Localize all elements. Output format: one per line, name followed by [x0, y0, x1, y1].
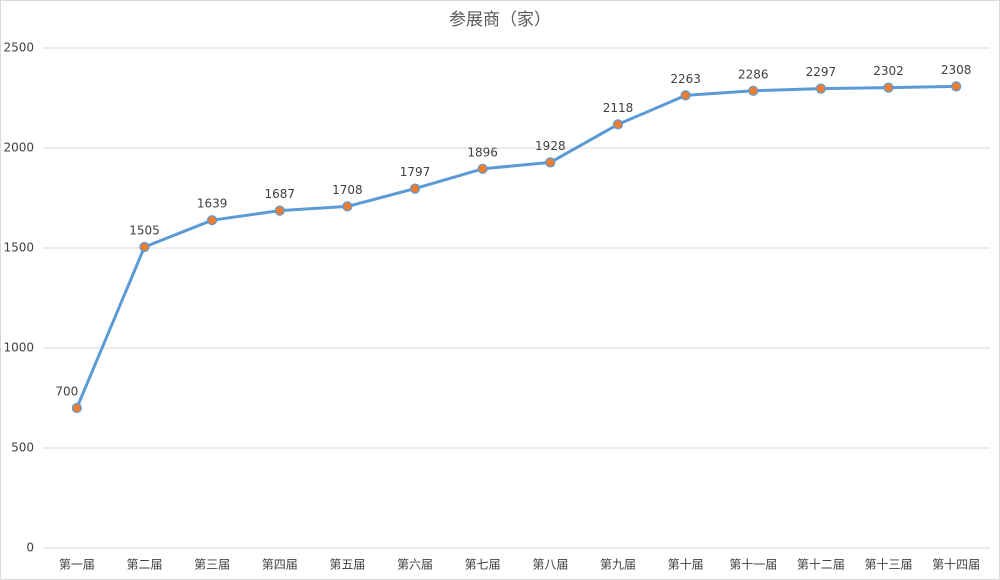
marker [612, 119, 624, 130]
y-tick-label: 0 [26, 541, 34, 555]
chart-title: 参展商（家） [449, 10, 551, 30]
marker [680, 90, 691, 101]
marker [815, 83, 826, 94]
x-tick-label: 第五届 [329, 558, 365, 572]
y-tick-label: 2000 [3, 141, 34, 155]
data-label: 1687 [264, 187, 295, 201]
x-tick-label: 第八届 [532, 558, 568, 572]
marker [409, 183, 421, 194]
data-label: 1797 [400, 165, 431, 179]
x-tick-label: 第十四届 [932, 558, 980, 572]
marker [274, 205, 285, 216]
x-tick-label: 第十三届 [865, 558, 913, 572]
x-tick-label: 第二届 [126, 558, 162, 572]
marker [342, 201, 353, 212]
marker [139, 241, 150, 253]
data-label: 2302 [873, 64, 904, 78]
data-label: 2118 [603, 101, 634, 115]
marker [477, 163, 488, 174]
x-tick-label: 第十一届 [729, 558, 777, 572]
data-label: 1505 [129, 224, 160, 238]
x-tick-label: 第九届 [600, 558, 636, 572]
x-tick-label: 第一届 [59, 558, 95, 572]
x-tick-label: 第十届 [668, 558, 704, 572]
x-tick-label: 第四届 [262, 558, 298, 572]
x-tick-label: 第六届 [397, 558, 433, 572]
data-label: 2297 [806, 65, 837, 79]
x-tick-label: 第十二届 [797, 558, 845, 572]
data-label: 2308 [941, 63, 972, 77]
data-label: 700 [55, 385, 78, 399]
y-tick-label: 1000 [3, 341, 34, 355]
data-label: 1639 [197, 197, 228, 211]
y-tick-label: 500 [11, 441, 34, 455]
y-tick-label: 2500 [3, 41, 34, 55]
marker [883, 82, 894, 93]
marker [545, 157, 556, 168]
data-label: 1928 [535, 139, 566, 153]
y-tick-label: 1500 [3, 241, 34, 255]
marker [748, 85, 759, 96]
data-label: 1896 [467, 145, 498, 159]
marker [71, 402, 82, 414]
marker [951, 81, 962, 92]
marker [207, 215, 218, 226]
line [75, 84, 957, 409]
data-label: 1708 [332, 183, 363, 197]
data-label: 2286 [738, 67, 769, 81]
data-label: 2263 [670, 72, 701, 86]
x-tick-label: 第三届 [194, 558, 230, 572]
x-tick-label: 第七届 [465, 558, 501, 572]
